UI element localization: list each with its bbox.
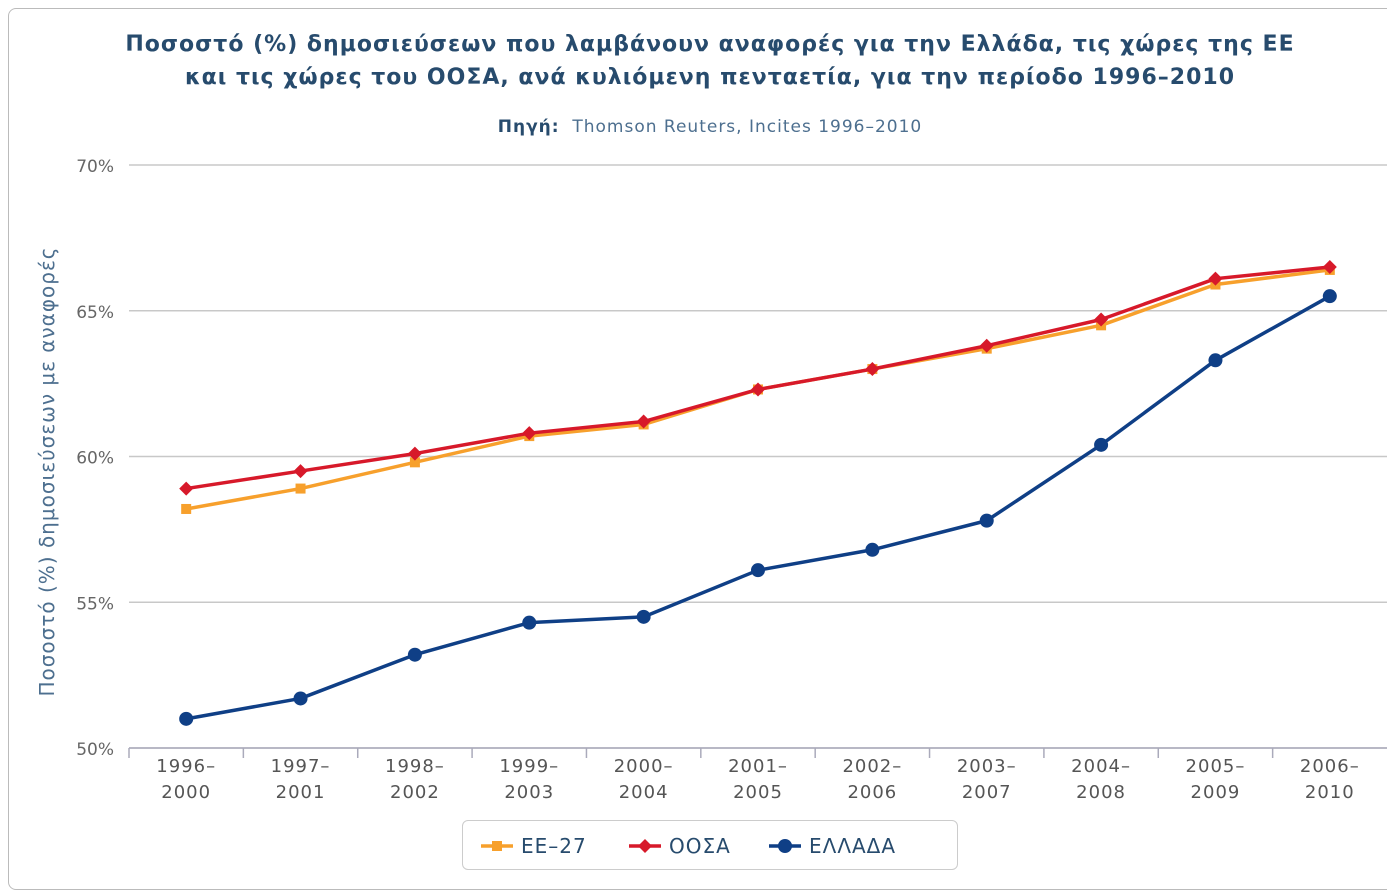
title-line: Ποσοστό (%) δημοσιεύσεων που λαμβάνουν α… (125, 32, 1295, 57)
source-label: Πηγή: (497, 117, 560, 137)
marker (751, 563, 765, 578)
marker (181, 503, 192, 514)
marker (492, 841, 502, 851)
y-tick-label: 70% (76, 157, 114, 177)
subtitle: Πηγή: Thomson Reuters, Incites 1996–2010 (0, 117, 1387, 137)
marker (1322, 289, 1337, 304)
marker (522, 426, 537, 441)
marker (293, 691, 308, 706)
marker (979, 338, 994, 353)
marker (1208, 353, 1223, 368)
x-tick-label: 1999–2003 (499, 756, 560, 803)
y-tick-label: 60% (76, 449, 114, 469)
y-tick-label: 65% (76, 303, 114, 323)
legend-svg: ΕΕ–27 ΟΟΣΑ ΕΛΛΑΔΑ (481, 834, 896, 858)
chart-title: Ποσοστό (%) δημοσιεύσεων που λαμβάνουν α… (0, 28, 1387, 94)
legend: ΕΕ–27 ΟΟΣΑ ΕΛΛΑΔΑ (462, 820, 958, 870)
chart-card (8, 8, 1387, 890)
marker (751, 382, 765, 397)
x-tick-label: 1996–2000 (156, 756, 217, 803)
legend-label: ΟΟΣΑ (669, 834, 731, 858)
x-tick-label: 2006–2010 (1299, 756, 1360, 803)
title-line: και τις χώρες του ΟΟΣΑ, ανά κυλιόμενη πε… (184, 65, 1236, 90)
x-tick-label: 2002–2006 (842, 756, 903, 803)
x-tick-label: 2000–2004 (613, 756, 674, 803)
x-tick-label: 2003–2007 (956, 756, 1017, 803)
marker (295, 483, 306, 494)
marker (865, 542, 880, 557)
marker (522, 615, 537, 630)
x-tick-label: 2005–2009 (1185, 756, 1246, 803)
series-line (185, 294, 1331, 721)
source: Thomson Reuters, Incites 1996–2010 (572, 117, 923, 137)
marker (1322, 260, 1337, 275)
marker (638, 839, 652, 853)
x-tick-label: 1998–2002 (385, 756, 445, 803)
marker (1094, 312, 1109, 327)
y-axis-title: Ποσοστό (%) δημοσιεύσεων με αναφορές (35, 246, 59, 696)
y-tick-label: 50% (76, 740, 114, 760)
marker (865, 362, 880, 377)
series-line (185, 265, 1330, 491)
marker (407, 446, 422, 461)
marker (409, 457, 420, 468)
marker (179, 711, 194, 726)
marker (636, 609, 651, 624)
legend-label: ΕΛΛΑΔΑ (809, 834, 896, 858)
x-tick-label: 1997–2001 (270, 756, 331, 803)
x-tick-label: 2004–2008 (1071, 756, 1131, 803)
marker (778, 839, 792, 853)
chart: 50% 55% 60% 65% 70% Ποσοστό (%) δημοσιεύσεων … (35, 157, 1387, 760)
y-tick-label: 55% (76, 594, 114, 614)
marker (979, 513, 994, 528)
legend-label: ΕΕ–27 (521, 834, 587, 858)
marker (293, 464, 308, 479)
marker (636, 414, 651, 429)
marker (179, 481, 194, 496)
marker (407, 647, 422, 662)
page: Ποσοστό (%) δημοσιεύσεων που λαμβάνουν α… (0, 8, 1387, 890)
marker (1208, 271, 1223, 286)
x-tick-label: 2001–2005 (728, 756, 788, 803)
marker (1094, 437, 1109, 452)
